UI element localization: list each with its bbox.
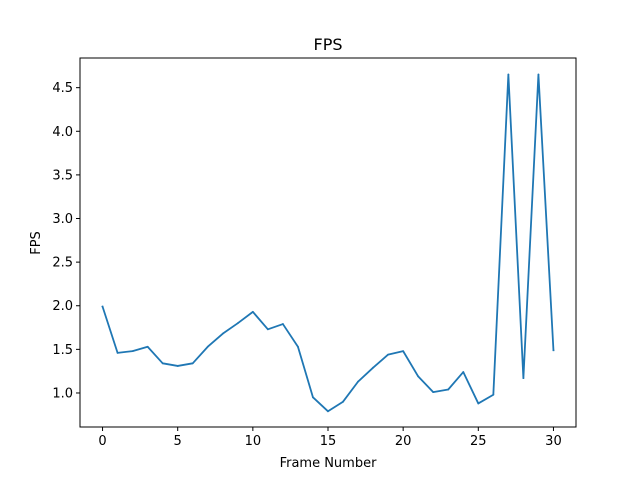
x-tick-label: 25: [470, 434, 487, 449]
data-point: [357, 380, 359, 383]
x-tick-label: 5: [174, 434, 182, 449]
chart-title: FPS: [313, 35, 342, 54]
data-point: [372, 366, 374, 369]
x-tick-label: 30: [545, 434, 562, 449]
data-point: [447, 388, 450, 391]
y-axis-label: FPS: [29, 231, 44, 255]
data-point: [101, 305, 104, 308]
y-tick-label: 2.0: [52, 299, 73, 314]
y-tick-label: 3.0: [52, 212, 73, 227]
data-point: [537, 73, 540, 76]
data-point: [402, 350, 405, 353]
data-point: [251, 310, 254, 313]
data-point: [417, 375, 420, 378]
y-tick-label: 1.5: [52, 343, 73, 358]
x-tick-label: 20: [395, 434, 412, 449]
data-point: [236, 322, 239, 325]
x-tick-label: 0: [98, 434, 106, 449]
data-point: [297, 345, 299, 348]
data-point: [176, 365, 179, 367]
y-tick-label: 4.5: [52, 81, 73, 96]
data-point: [507, 73, 510, 76]
data-point: [387, 353, 390, 356]
data-point: [432, 391, 435, 394]
data-point: [282, 323, 284, 325]
data-point: [146, 345, 149, 348]
data-point: [266, 328, 269, 331]
data-point: [462, 371, 465, 373]
data-point: [131, 350, 134, 353]
data-point: [161, 362, 164, 365]
y-tick-label: 1.0: [52, 386, 73, 401]
y-tick-label: 2.5: [52, 256, 73, 271]
y-axis: 1.0 1.5 2.0 2.5 3.0 3.5 4.0 4.5: [52, 81, 80, 401]
data-point: [477, 402, 480, 405]
plot-area: [101, 73, 555, 413]
data-point: [522, 377, 525, 380]
y-tick-label: 3.5: [52, 168, 73, 183]
data-point: [552, 349, 555, 352]
data-point: [116, 351, 119, 354]
data-point: [191, 362, 194, 365]
data-point: [221, 332, 224, 335]
data-point: [327, 410, 329, 413]
x-axis: 0 5 10 15 20 25 30: [98, 427, 562, 449]
x-tick-label: 10: [245, 434, 262, 449]
x-tick-label: 15: [320, 434, 337, 449]
x-axis-label: Frame Number: [280, 456, 378, 471]
data-point: [312, 396, 314, 399]
data-point: [206, 345, 209, 348]
y-tick-label: 4.0: [52, 125, 73, 140]
data-point: [342, 400, 344, 403]
data-point: [492, 393, 495, 396]
